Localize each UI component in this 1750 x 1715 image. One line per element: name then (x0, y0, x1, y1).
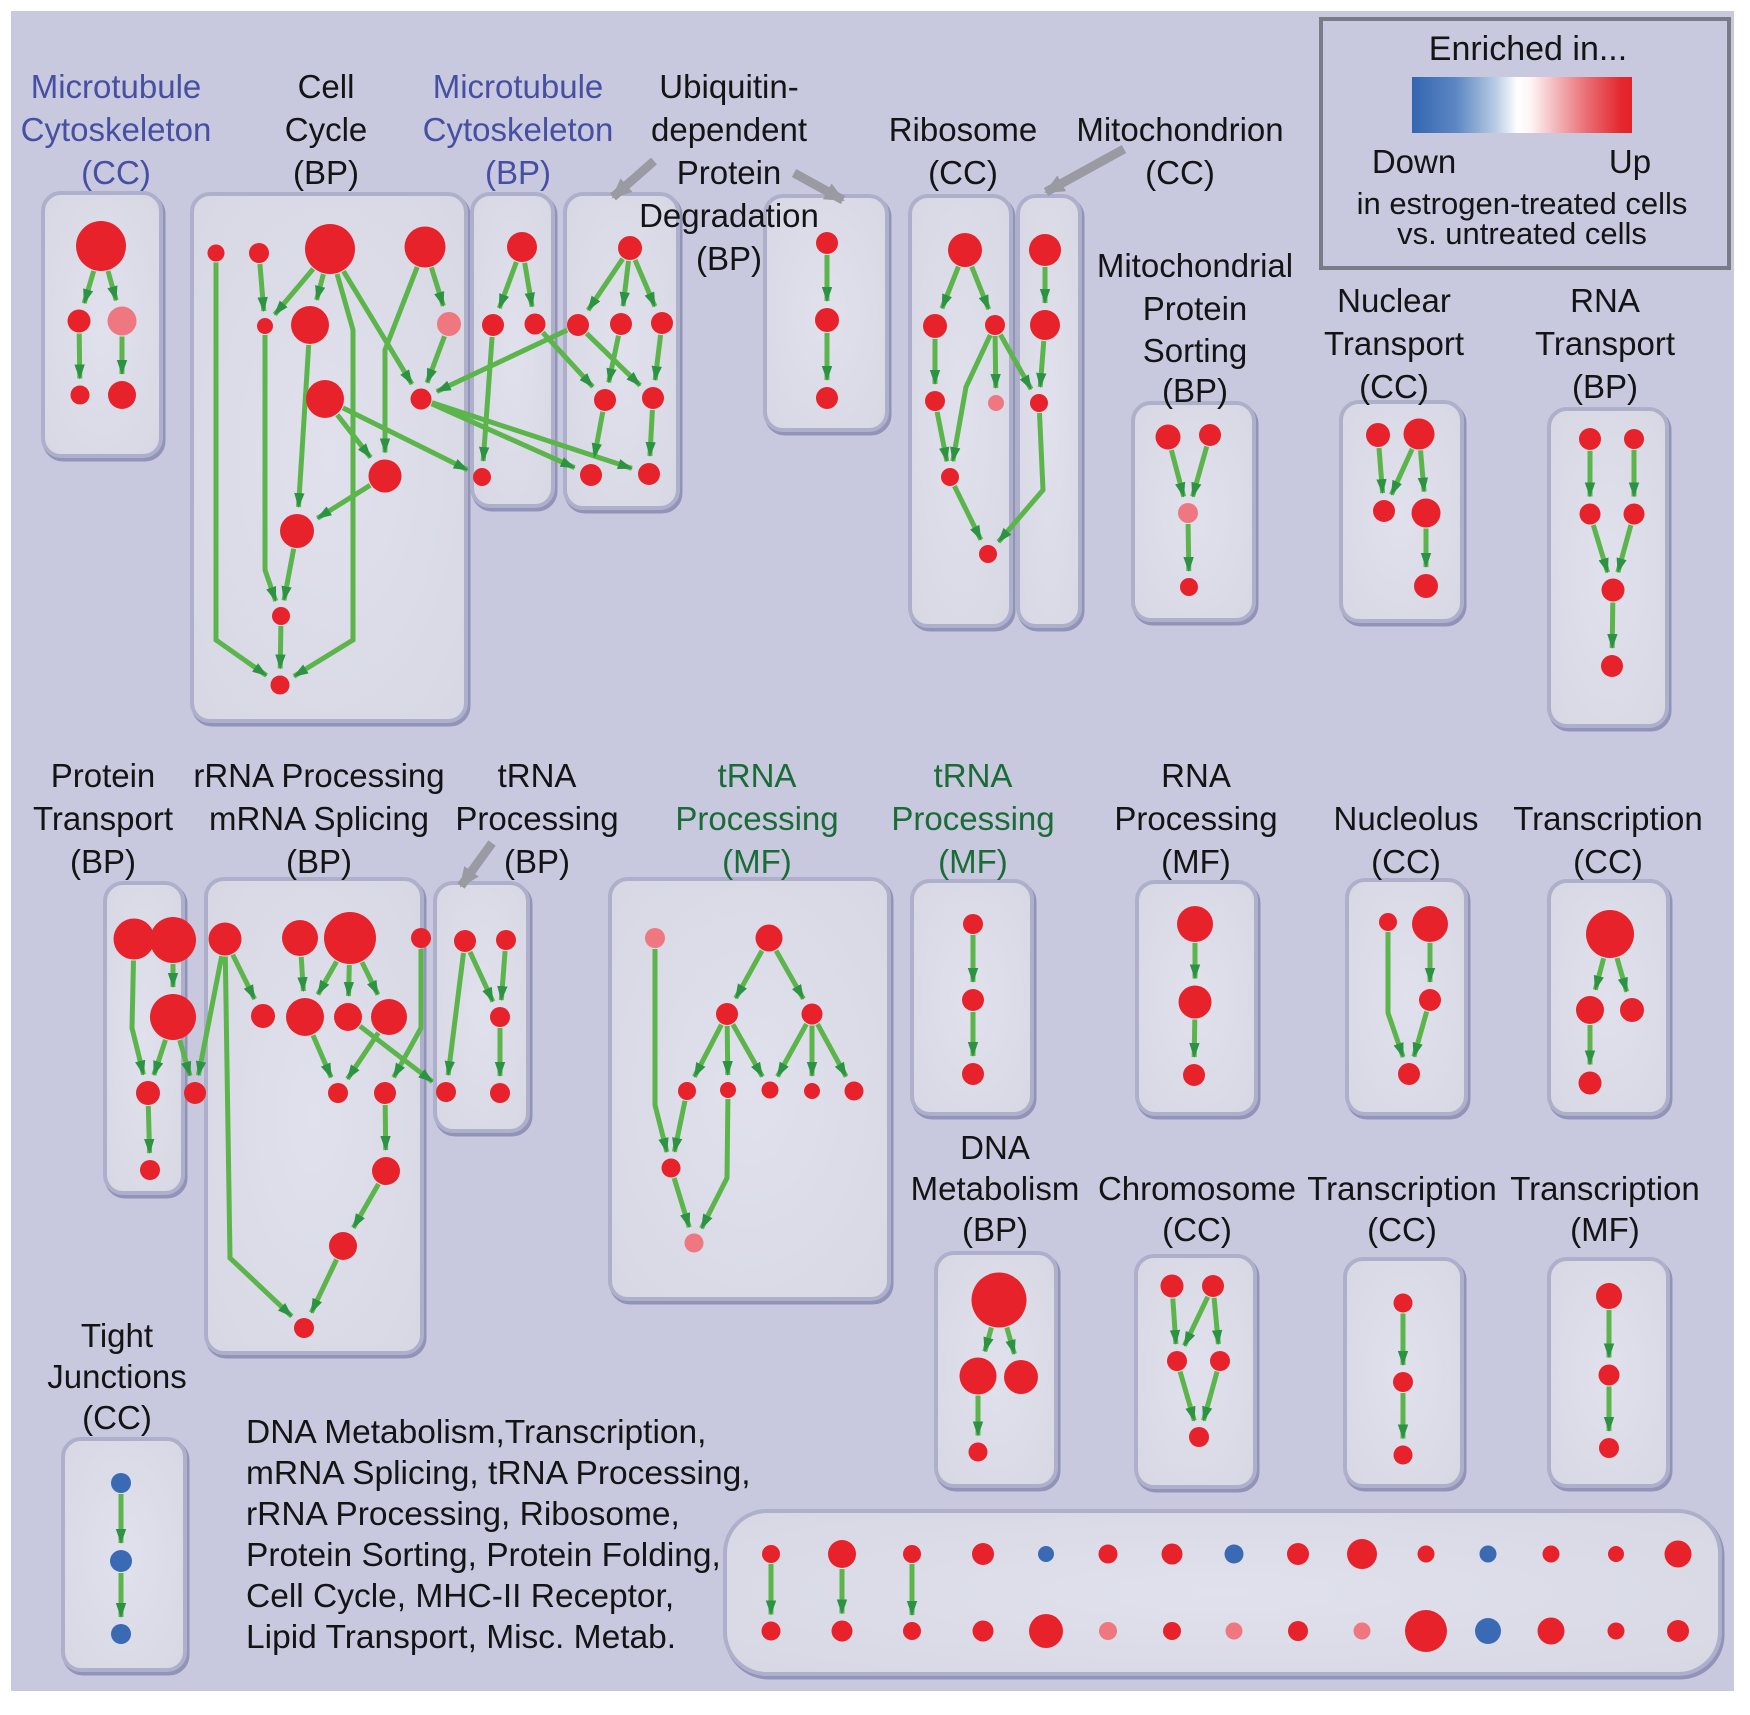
svg-text:(BP): (BP) (504, 843, 570, 880)
svg-text:Down: Down (1372, 143, 1456, 180)
svg-text:rRNA Processing, Ribosome,: rRNA Processing, Ribosome, (246, 1496, 680, 1533)
svg-text:(BP): (BP) (286, 843, 352, 880)
svg-text:Ubiquitin-: Ubiquitin- (659, 68, 798, 105)
svg-text:Sorting: Sorting (1143, 332, 1248, 369)
svg-text:Up: Up (1609, 143, 1651, 180)
svg-text:DNA: DNA (960, 1129, 1030, 1166)
svg-text:(CC): (CC) (1371, 843, 1441, 880)
svg-text:(CC): (CC) (82, 1399, 152, 1436)
svg-text:Tight: Tight (81, 1317, 153, 1354)
svg-text:(MF): (MF) (1161, 843, 1231, 880)
svg-text:Processing: Processing (1114, 800, 1277, 837)
svg-text:rRNA Processing: rRNA Processing (193, 757, 444, 794)
svg-text:Nuclear: Nuclear (1337, 282, 1451, 319)
svg-text:Cell: Cell (298, 68, 355, 105)
svg-text:Mitochondrial: Mitochondrial (1097, 247, 1293, 284)
svg-text:Transport: Transport (1324, 325, 1464, 362)
svg-text:Protein: Protein (51, 757, 156, 794)
svg-text:RNA: RNA (1161, 757, 1231, 794)
svg-text:Cytoskeleton: Cytoskeleton (21, 111, 212, 148)
svg-text:(BP): (BP) (1162, 372, 1228, 409)
svg-text:(MF): (MF) (722, 843, 792, 880)
svg-text:(BP): (BP) (1572, 368, 1638, 405)
svg-text:Microtubule: Microtubule (31, 68, 202, 105)
svg-text:RNA: RNA (1570, 282, 1640, 319)
svg-text:(BP): (BP) (696, 240, 762, 277)
svg-text:(CC): (CC) (81, 154, 151, 191)
svg-text:Cycle: Cycle (285, 111, 368, 148)
svg-text:Cytoskeleton: Cytoskeleton (423, 111, 614, 148)
svg-text:Protein: Protein (677, 154, 782, 191)
svg-text:Transcription: Transcription (1510, 1170, 1700, 1207)
svg-text:DNA Metabolism,Transcription,: DNA Metabolism,Transcription, (246, 1414, 706, 1451)
svg-text:Processing: Processing (455, 800, 618, 837)
svg-text:(CC): (CC) (1145, 154, 1215, 191)
svg-text:(BP): (BP) (485, 154, 551, 191)
svg-text:in estrogen-treated cells: in estrogen-treated cells (1357, 186, 1688, 221)
svg-text:mRNA Splicing: mRNA Splicing (209, 800, 429, 837)
svg-text:Processing: Processing (891, 800, 1054, 837)
svg-text:Cell Cycle, MHC-II Receptor,: Cell Cycle, MHC-II Receptor, (246, 1578, 674, 1615)
svg-text:(CC): (CC) (1573, 843, 1643, 880)
svg-text:Mitochondrion: Mitochondrion (1076, 111, 1283, 148)
svg-text:Transport: Transport (1535, 325, 1675, 362)
svg-text:(CC): (CC) (1359, 368, 1429, 405)
svg-text:(CC): (CC) (1162, 1211, 1232, 1248)
svg-text:vs. untreated cells: vs. untreated cells (1397, 216, 1647, 251)
svg-text:(CC): (CC) (928, 154, 998, 191)
svg-text:Lipid Transport, Misc. Metab.: Lipid Transport, Misc. Metab. (246, 1619, 676, 1656)
svg-text:Transcription: Transcription (1307, 1170, 1497, 1207)
svg-text:Transport: Transport (33, 800, 173, 837)
svg-text:Enriched in...: Enriched in... (1429, 30, 1627, 68)
svg-text:Nucleolus: Nucleolus (1334, 800, 1479, 837)
svg-text:Chromosome: Chromosome (1098, 1170, 1296, 1207)
svg-text:Processing: Processing (675, 800, 838, 837)
svg-text:Protein Sorting, Protein Foldi: Protein Sorting, Protein Folding, (246, 1537, 721, 1574)
svg-text:Ribosome: Ribosome (889, 111, 1038, 148)
svg-text:Transcription: Transcription (1513, 800, 1703, 837)
svg-text:dependent: dependent (651, 111, 807, 148)
svg-text:(BP): (BP) (962, 1211, 1028, 1248)
svg-text:Junctions: Junctions (47, 1358, 186, 1395)
svg-text:Microtubule: Microtubule (433, 68, 604, 105)
svg-text:(MF): (MF) (1570, 1211, 1640, 1248)
svg-text:(MF): (MF) (938, 843, 1008, 880)
svg-text:(BP): (BP) (70, 843, 136, 880)
svg-text:tRNA: tRNA (498, 757, 577, 794)
svg-text:Metabolism: Metabolism (911, 1170, 1080, 1207)
svg-text:tRNA: tRNA (934, 757, 1013, 794)
svg-text:Degradation: Degradation (639, 197, 819, 234)
svg-text:(BP): (BP) (293, 154, 359, 191)
svg-text:(CC): (CC) (1367, 1211, 1437, 1248)
svg-text:tRNA: tRNA (718, 757, 797, 794)
svg-text:mRNA Splicing, tRNA Processing: mRNA Splicing, tRNA Processing, (246, 1455, 751, 1492)
svg-text:Protein: Protein (1143, 290, 1248, 327)
